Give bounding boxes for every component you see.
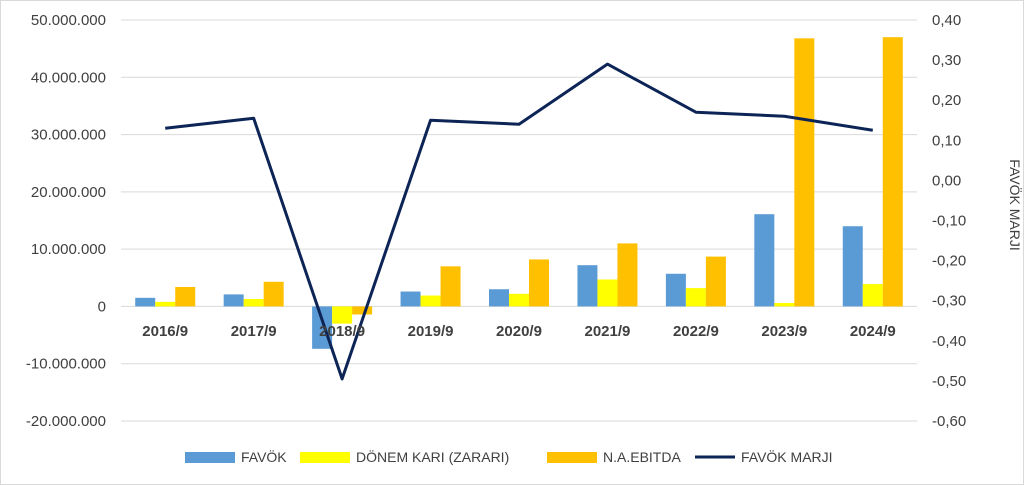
- category-label: 2019/9: [408, 323, 454, 340]
- bar: [862, 284, 883, 307]
- y-tick-label: 20.000.000: [31, 184, 106, 201]
- legend: FAVÖK DÖNEM KARI (ZARARI) N.A.EBITDA FAVÖK …: [185, 448, 833, 465]
- bar: [509, 293, 529, 307]
- bar-series: [135, 37, 903, 349]
- bar: [577, 265, 598, 307]
- y-tick-label: 50.000.000: [31, 12, 106, 29]
- bar: [597, 279, 618, 307]
- bar: [489, 289, 509, 307]
- legend-label: DÖNEM KARI (ZARARI): [356, 448, 509, 465]
- category-label: 2021/9: [584, 323, 630, 340]
- bar: [223, 294, 244, 307]
- category-label: 2024/9: [850, 323, 896, 340]
- y2-tick-label: 0,30: [932, 52, 961, 69]
- y2-tick-label: 0,10: [932, 132, 961, 149]
- legend-label: FAVÖK: [241, 448, 287, 465]
- bar: [135, 297, 156, 307]
- legend-swatch: [547, 452, 597, 463]
- bar: [685, 288, 706, 307]
- y2-tick-label: -0,60: [932, 413, 966, 430]
- category-label: 2020/9: [496, 323, 542, 340]
- line-series: [165, 62, 874, 381]
- y2-tick-label: 0,00: [932, 172, 961, 189]
- y-tick-label: -20.000.000: [26, 413, 106, 430]
- bar: [665, 273, 686, 307]
- bar: [440, 266, 461, 307]
- category-label: 2017/9: [231, 323, 277, 340]
- category-label: 2016/9: [142, 323, 188, 340]
- bar: [175, 286, 196, 307]
- y2-tick-label: -0,40: [932, 333, 966, 350]
- left-axis-ticks: -20.000.000 -10.000.000 0 10.000.000 20.000.…: [26, 12, 106, 430]
- y-tick-label: 0: [98, 298, 106, 315]
- bar: [794, 38, 815, 307]
- legend-label: N.A.EBITDA: [603, 449, 681, 465]
- legend-swatch: [185, 452, 235, 463]
- legend-swatch: [300, 452, 350, 463]
- y-tick-label: 10.000.000: [31, 241, 106, 258]
- y2-tick-label: -0,50: [932, 373, 966, 390]
- bar: [882, 37, 903, 307]
- y-tick-label: -10.000.000: [26, 356, 106, 373]
- gridlines: [121, 19, 917, 422]
- category-label: 2022/9: [673, 323, 719, 340]
- category-labels: 2016/9 2017/9 2018/9 2019/9 2020/9 2021/9 2022…: [142, 323, 895, 340]
- y2-tick-label: -0,10: [932, 213, 966, 230]
- bar: [754, 214, 775, 307]
- bar: [263, 281, 284, 307]
- bar: [617, 243, 638, 307]
- bar: [400, 291, 421, 307]
- y2-tick-label: 0,40: [932, 12, 961, 29]
- bar: [842, 226, 863, 307]
- bar: [243, 298, 264, 307]
- bar: [352, 306, 373, 315]
- category-label: 2018/9: [319, 323, 365, 340]
- bar: [705, 256, 726, 307]
- category-label: 2023/9: [761, 323, 807, 340]
- bar: [529, 259, 549, 307]
- y-tick-label: 30.000.000: [31, 127, 106, 144]
- right-axis-ticks: -0,60 -0,50 -0,40 -0,30 -0,20 -0,10 0,00 0,10 0,…: [932, 12, 966, 430]
- y2-tick-label: 0,20: [932, 92, 961, 109]
- bar: [774, 302, 795, 307]
- y-tick-label: 40.000.000: [31, 69, 106, 86]
- y2-tick-label: -0,20: [932, 253, 966, 270]
- series-line: [165, 62, 874, 381]
- bar: [332, 306, 353, 324]
- y2-tick-label: -0,30: [932, 293, 966, 310]
- bar: [155, 301, 176, 307]
- bar: [420, 295, 441, 307]
- legend-label: FAVÖK MARJI: [741, 448, 833, 465]
- right-axis-title: FAVÖK MARJI: [1007, 159, 1024, 251]
